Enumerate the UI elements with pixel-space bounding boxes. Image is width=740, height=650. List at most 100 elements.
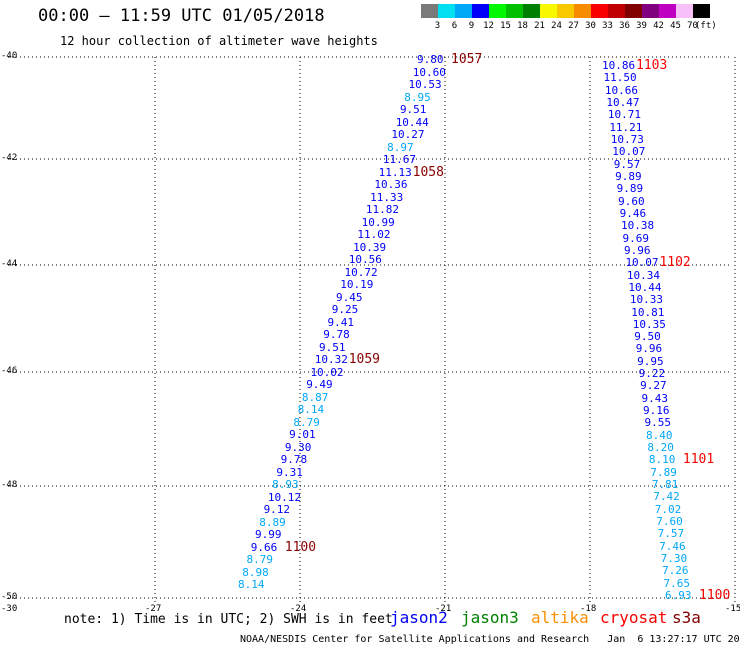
wave-height-label: 9.27 xyxy=(640,379,667,393)
wave-height-label: 10.39 xyxy=(353,240,387,254)
satellite-legend-item: jason2 xyxy=(390,608,448,627)
wave-height-label: 8.97 xyxy=(387,140,414,154)
legend-swatch xyxy=(642,4,659,18)
wave-height-label: 7.02 xyxy=(654,502,682,516)
map-title: 00:00 — 11:59 UTC 01/05/2018 xyxy=(38,6,325,26)
wave-height-label: 9.60 xyxy=(618,194,645,208)
legend-swatch xyxy=(625,4,642,18)
legend-tick-label: 18 xyxy=(517,21,528,31)
longitude-tick-label: -24 xyxy=(290,604,307,614)
wave-height-label: 9.43 xyxy=(641,391,669,405)
wave-height-label: 10.12 xyxy=(267,490,301,504)
wave-height-label: 11.21 xyxy=(609,120,643,134)
wave-height-label: 9.69 xyxy=(622,231,650,245)
wave-height-label: 9.30 xyxy=(284,440,312,454)
legend-swatch xyxy=(608,4,625,18)
wave-height-label: 8.14 xyxy=(238,578,265,591)
legend-tick-label: 9 xyxy=(468,21,475,31)
time-label: 1059 xyxy=(348,352,381,367)
legend-tick-label: 12 xyxy=(483,21,494,31)
time-label: 1100 xyxy=(699,588,731,603)
wave-height-label: 7.57 xyxy=(657,527,685,541)
wave-height-label: 7.46 xyxy=(659,539,686,553)
wave-height-label: 10.35 xyxy=(632,317,666,331)
wave-height-label: 7.30 xyxy=(660,552,688,566)
time-label: 1057 xyxy=(451,52,483,67)
wave-height-label: 9.16 xyxy=(643,404,670,418)
wave-height-label: 9.96 xyxy=(635,342,663,356)
wave-height-label: 11.82 xyxy=(365,203,399,216)
wave-height-label: 10.71 xyxy=(607,108,641,122)
latitude-tick-label: -50 xyxy=(1,592,18,602)
wave-height-label: 9.66 xyxy=(250,540,278,554)
satellite-legend-item: jason3 xyxy=(461,608,519,627)
wave-height-label: 10.86 xyxy=(602,59,636,72)
wave-height-label: 10.56 xyxy=(348,253,382,266)
wave-height-label: 10.99 xyxy=(361,215,395,229)
wave-height-label: 8.95 xyxy=(404,90,431,104)
legend-tick-label: 3 xyxy=(434,21,441,31)
wave-height-label: 10.19 xyxy=(340,278,374,291)
wave-height-label: 8.89 xyxy=(259,515,286,529)
wave-height-label: 7.26 xyxy=(662,564,689,578)
wave-height-label: 9.50 xyxy=(634,330,661,344)
wave-height-label: 10.36 xyxy=(374,178,408,191)
wave-height-label: 8.98 xyxy=(242,565,269,579)
legend-tick-label: 24 xyxy=(551,21,562,31)
map-subtitle: 12 hour collection of altimeter wave hei… xyxy=(60,34,378,48)
wave-height-label: 11.67 xyxy=(382,153,417,166)
wave-height-label: 10.72 xyxy=(344,265,378,279)
wave-height-label: 8.20 xyxy=(647,441,674,455)
legend-swatch xyxy=(506,4,523,18)
legend-swatch xyxy=(455,4,472,18)
time-label: 1058 xyxy=(412,164,444,180)
wave-height-label: 7.60 xyxy=(656,515,683,529)
wave-height-label: 10.53 xyxy=(408,78,442,91)
wave-height-label: 9.78 xyxy=(323,328,350,341)
latitude-tick-label: -46 xyxy=(1,366,18,376)
latitude-tick-label: -44 xyxy=(1,259,18,269)
satellite-legend-item: cryosat xyxy=(600,608,668,627)
wave-height-label: 7.89 xyxy=(650,465,677,479)
wave-height-label: 9.57 xyxy=(613,157,641,171)
legend-swatch xyxy=(523,4,540,18)
wave-height-label: 6.93 xyxy=(665,589,692,602)
wave-height-label: 9.22 xyxy=(638,367,666,381)
longitude-tick-label: -18 xyxy=(580,604,597,614)
wave-height-label: 9.01 xyxy=(289,428,316,441)
satellite-legend-item: altika xyxy=(531,608,589,627)
wave-height-label: 11.33 xyxy=(370,190,404,204)
wave-height-label: 8.79 xyxy=(293,415,320,429)
legend-tick-label: 27 xyxy=(568,21,579,31)
legend-tick-label: 45 xyxy=(670,21,681,31)
legend-tick-label: 36 xyxy=(619,21,630,31)
wave-height-label: 10.44 xyxy=(628,280,662,294)
time-label: 1102 xyxy=(659,255,691,271)
wave-height-label: 10.66 xyxy=(604,83,639,97)
wave-height-label: 10.32 xyxy=(314,353,348,366)
satellite-legend-item: s3a xyxy=(672,608,701,627)
wave-height-label: 9.96 xyxy=(623,243,651,257)
wave-height-label: 9.89 xyxy=(616,182,644,196)
wave-height-label: 10.60 xyxy=(412,65,446,79)
longitude-tick-label: -15 xyxy=(725,604,740,614)
wave-height-label: 9.80 xyxy=(417,53,444,66)
wave-height-label: 10.27 xyxy=(391,128,425,141)
time-label: 1101 xyxy=(682,452,715,468)
legend-swatch xyxy=(557,4,574,18)
footer-credit: NOAA/NESDIS Center for Satellite Applica… xyxy=(240,634,740,645)
wave-height-label: 11.02 xyxy=(357,228,391,241)
wave-height-label: 11.13 xyxy=(378,165,412,179)
wave-height-label: 11.50 xyxy=(603,71,637,85)
wave-height-label: 10.02 xyxy=(310,365,344,379)
wave-height-label: 10.47 xyxy=(606,95,640,109)
wave-height-label: 8.14 xyxy=(297,403,325,416)
legend-swatch xyxy=(574,4,591,18)
legend-tick-label: 30 xyxy=(585,21,596,31)
wave-height-label: 9.31 xyxy=(276,465,303,479)
wave-height-label: 9.51 xyxy=(318,340,346,354)
legend-tick-label: 21 xyxy=(534,21,545,31)
wave-height-label: 7.81 xyxy=(651,478,679,492)
legend-unit: (ft) xyxy=(695,21,717,31)
